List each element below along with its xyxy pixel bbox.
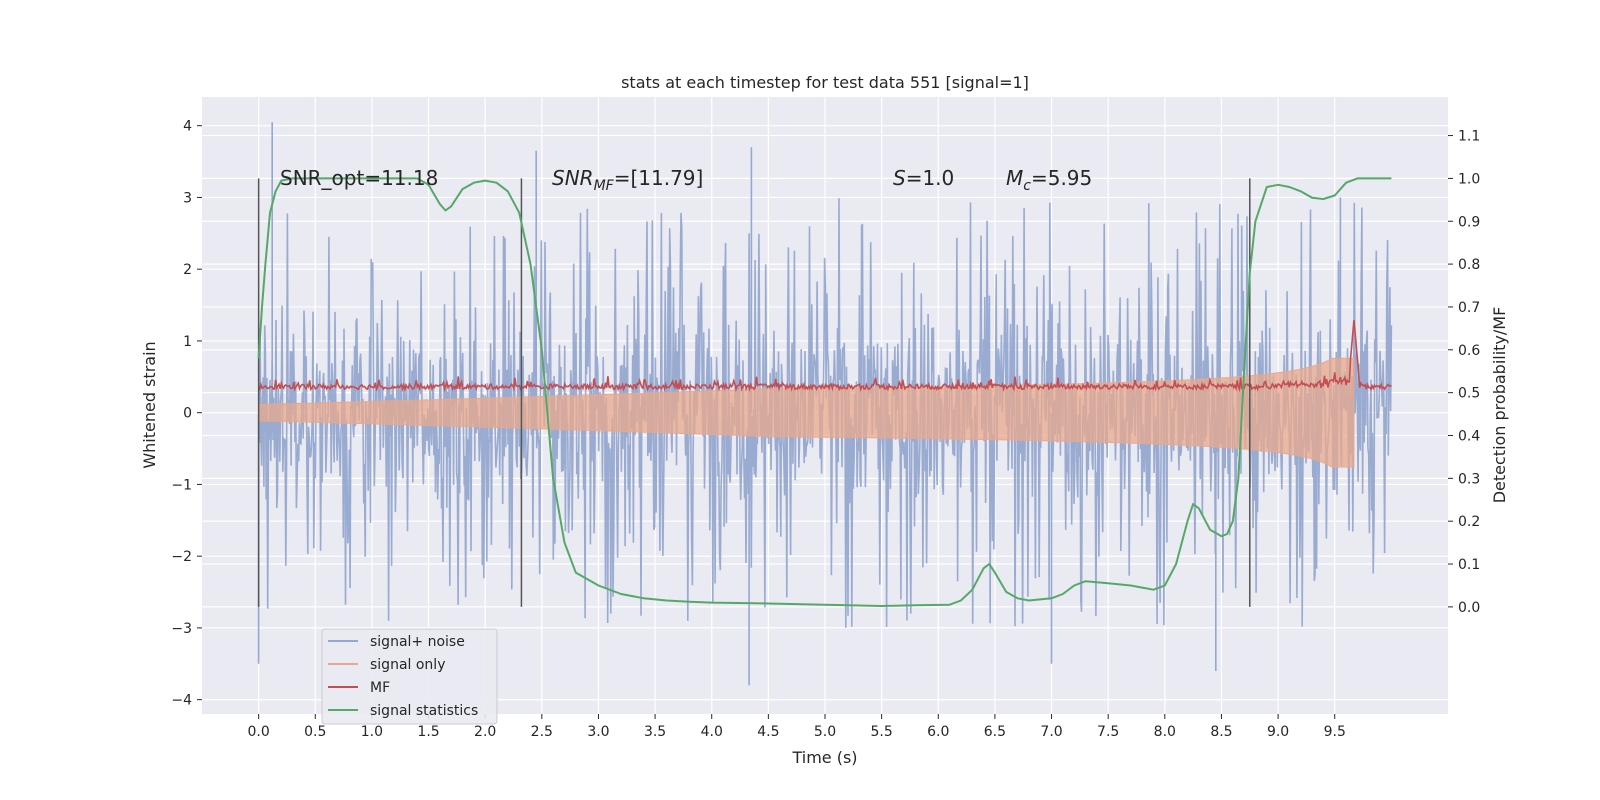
y-tick-label-left: 2: [183, 262, 192, 278]
x-tick-label: 9.0: [1267, 724, 1289, 740]
legend-label-signal-noise: signal+ noise: [370, 634, 465, 650]
annotation-snr-mf: SNRMF=[11.79]: [552, 166, 703, 194]
series-signal-statistics: [257, 177, 1392, 607]
annotation-mc: Mc=5.95: [1006, 166, 1092, 194]
x-tick-label: 7.5: [1097, 724, 1119, 740]
y-tick-label-right: 0.8: [1458, 257, 1480, 273]
x-tick-label: 4.5: [757, 724, 779, 740]
data-layer: [257, 122, 1393, 686]
y-tick-label-left: 1: [183, 334, 192, 350]
y-tick-label-right: 1.1: [1458, 129, 1480, 145]
y-tick-label-right: 0.3: [1458, 471, 1480, 487]
x-tick-label: 0.0: [248, 724, 270, 740]
x-tick-label: 7.0: [1040, 724, 1062, 740]
y-tick-label-right: 0.1: [1458, 557, 1480, 573]
annotation-snr-opt: SNR_opt=11.18: [280, 166, 438, 190]
y-tick-label-left: 4: [183, 119, 192, 135]
chart-title: stats at each timestep for test data 551…: [621, 73, 1029, 92]
y-tick-label-right: 0.2: [1458, 514, 1480, 530]
x-tick-label: 0.5: [304, 724, 326, 740]
x-tick-label: 2.5: [531, 724, 553, 740]
series-mf: [257, 320, 1392, 393]
y-tick-label-right: 0.4: [1458, 428, 1480, 444]
x-tick-label: 4.0: [701, 724, 723, 740]
annotation-snr-mf-symbol: SNR: [552, 166, 594, 190]
x-tick-label: 6.0: [927, 724, 949, 740]
legend-label-signal-only: signal only: [370, 657, 445, 673]
legend-label-mf: MF: [370, 680, 390, 696]
ticks: 0.0 0.5 1.0 1.5 2.0 2.5 3.0 3.5 4.0 4.5 5.0 5.5 6.0 6…: [171, 119, 1480, 740]
y-tick-label-right: 0.5: [1458, 386, 1480, 402]
annotation-mc-subscript: c: [1023, 178, 1031, 194]
y-axis-label-left: Whitened strain: [140, 341, 159, 468]
x-tick-label: 5.5: [871, 724, 893, 740]
x-tick-label: 3.0: [587, 724, 609, 740]
x-tick-label: 1.0: [361, 724, 383, 740]
x-tick-label: 9.5: [1324, 724, 1346, 740]
x-tick-label: 1.5: [417, 724, 439, 740]
annotation-snr-mf-subscript: MF: [594, 178, 615, 194]
annotation-mc-value: =5.95: [1031, 166, 1092, 190]
legend: signal+ noise signal only MF signal stat…: [321, 628, 498, 725]
x-axis-label: Time (s): [791, 748, 857, 767]
x-tick-label: 3.5: [644, 724, 666, 740]
x-tick-label: 6.5: [984, 724, 1006, 740]
x-tick-label: 8.5: [1210, 724, 1232, 740]
x-tick-label: 5.0: [814, 724, 836, 740]
y-tick-label-left: 3: [183, 190, 192, 206]
y-tick-label-right: 0.0: [1458, 600, 1480, 616]
x-tick-label: 2.0: [474, 724, 496, 740]
y-tick-label-right: 1.0: [1458, 171, 1480, 187]
y-tick-label-left: −4: [171, 693, 192, 709]
legend-label-signal-statistics: signal statistics: [370, 703, 478, 719]
legend-box: [321, 628, 498, 725]
x-tick-label: 8.0: [1154, 724, 1176, 740]
y-tick-label-right: 0.7: [1458, 300, 1480, 316]
annotation-s-value: =1.0: [906, 166, 955, 190]
y-tick-label-left: 0: [183, 406, 192, 422]
annotation-mc-symbol: M: [1006, 166, 1023, 190]
annotation-s: S=1.0: [893, 166, 954, 190]
y-tick-label-right: 0.6: [1458, 343, 1480, 359]
y-tick-label-left: −1: [171, 477, 192, 493]
y-axis-label-right: Detection probability/MF: [1490, 307, 1509, 504]
y-tick-label-left: −2: [171, 549, 192, 565]
annotation-s-symbol: S: [893, 166, 906, 190]
y-tick-label-left: −3: [171, 621, 192, 637]
y-tick-label-right: 0.9: [1458, 214, 1480, 230]
annotation-snr-mf-value: =[11.79]: [614, 166, 704, 190]
